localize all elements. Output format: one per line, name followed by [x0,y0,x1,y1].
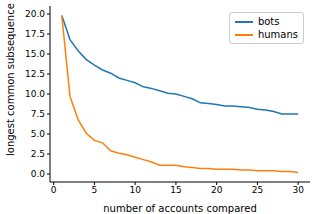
svg-text:5.0: 5.0 [31,129,46,139]
html-text:bots: bots [257,16,280,27]
svg-text:20: 20 [211,185,223,195]
svg-text:0: 0 [51,185,57,195]
svg-text:5: 5 [92,185,98,195]
html-text:humans: humans [257,29,298,40]
svg-text:7.5: 7.5 [31,109,45,119]
svg-text:15: 15 [170,185,181,195]
svg-text:12.5: 12.5 [25,69,45,79]
svg-text:longest common subsequence: longest common subsequence [8,3,16,156]
svg-text:2.5: 2.5 [31,149,45,159]
svg-text:25: 25 [252,185,263,195]
svg-text:15.0: 15.0 [25,49,45,59]
svg-text:10.0: 10.0 [25,89,45,99]
svg-text:17.5: 17.5 [25,29,45,39]
svg-text:20.0: 20.0 [25,9,45,19]
svg-text:30: 30 [292,185,304,195]
svg-text:0.0: 0.0 [31,169,46,179]
svg-text:10: 10 [129,185,141,195]
svg-text:number of accounts compared: number of accounts compared [103,203,256,214]
